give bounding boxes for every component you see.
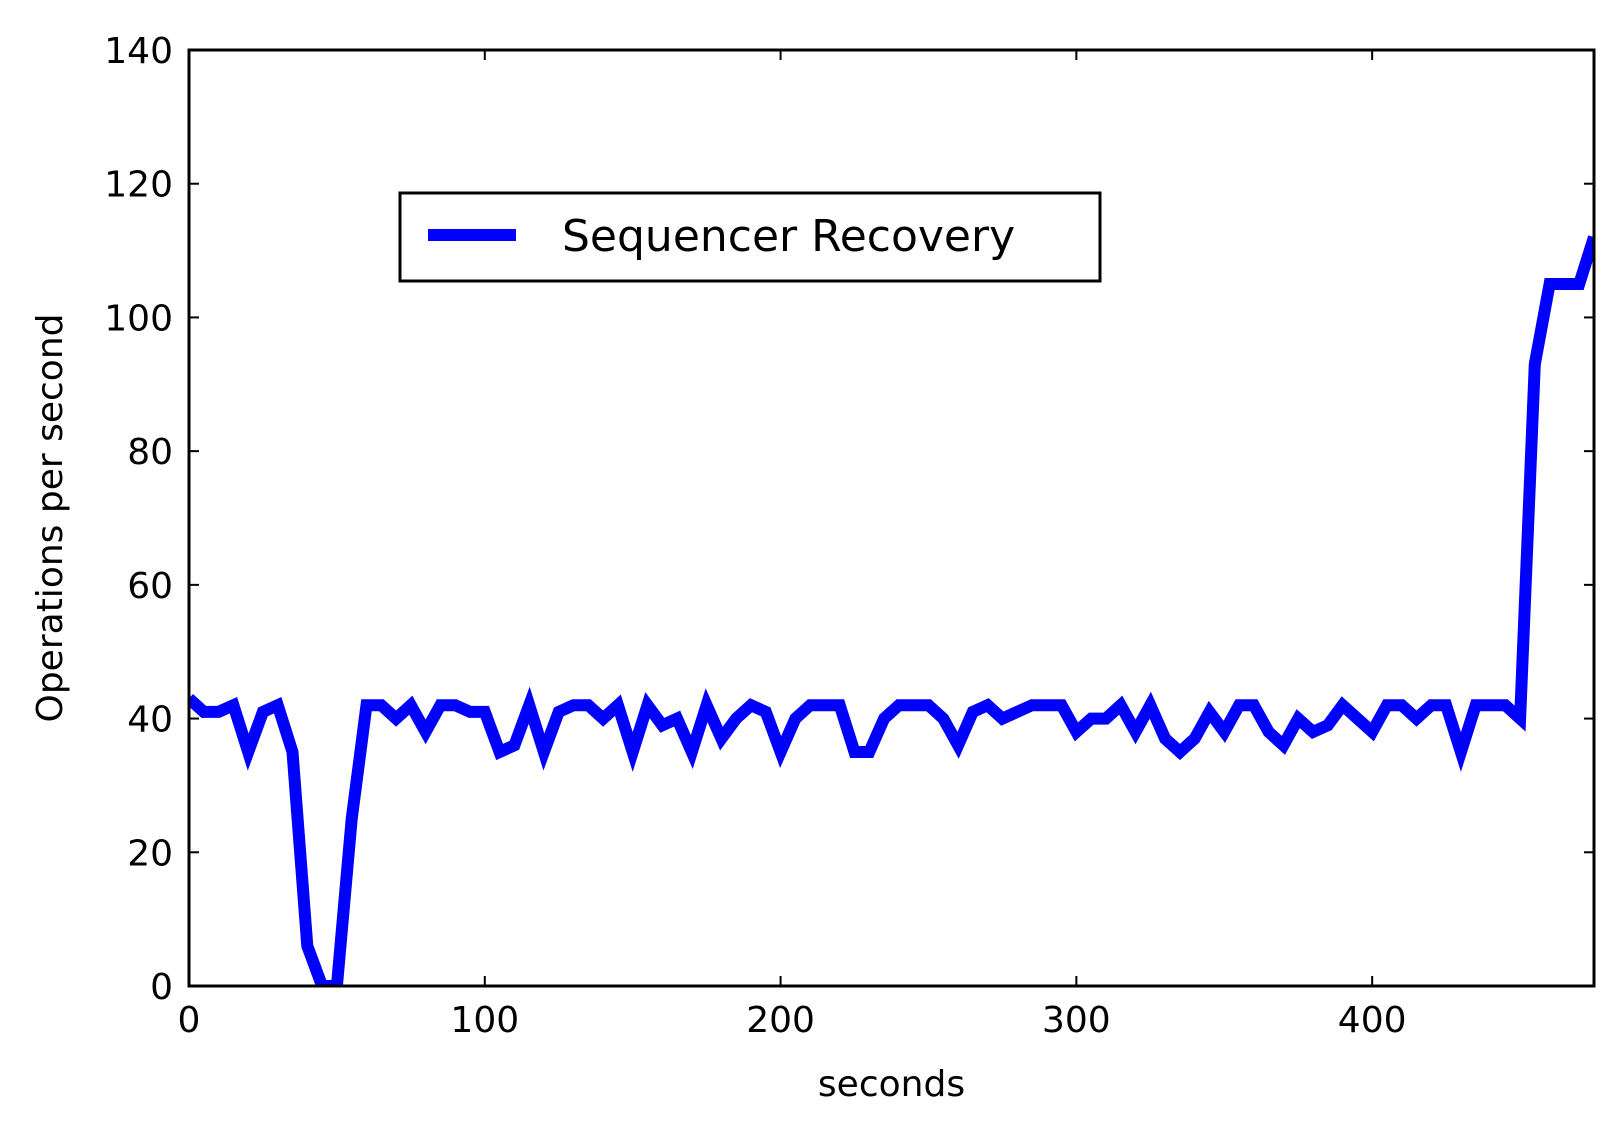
legend-label-sequencer-recovery: Sequencer Recovery	[562, 211, 1015, 262]
x-tick-label: 400	[1338, 1000, 1407, 1041]
x-tick-label: 100	[450, 1000, 519, 1041]
x-tick-label: 0	[178, 1000, 201, 1041]
y-tick-label: 80	[127, 432, 173, 473]
y-tick-label: 120	[104, 165, 173, 206]
x-axis-label: seconds	[818, 1064, 965, 1105]
x-tick-label: 200	[746, 1000, 815, 1041]
y-tick-label: 100	[104, 298, 173, 339]
plot-area	[189, 235, 1594, 986]
y-tick-label: 140	[104, 31, 173, 72]
y-tick-label: 0	[150, 967, 173, 1008]
x-tick-label: 300	[1042, 1000, 1111, 1041]
y-tick-label: 40	[127, 700, 173, 741]
legend: Sequencer Recovery	[398, 191, 1102, 283]
y-tick-label: 20	[127, 833, 173, 874]
series-line-sequencer-recovery	[189, 235, 1594, 986]
tick-labels: 0 100 200 300 400 0 20 40 60 80 100 120 140	[104, 31, 1406, 1041]
axes-frame	[187, 48, 1596, 988]
y-tick-label: 60	[127, 566, 173, 607]
y-axis-label: Operations per second	[30, 314, 71, 723]
legend-box	[398, 191, 1102, 283]
